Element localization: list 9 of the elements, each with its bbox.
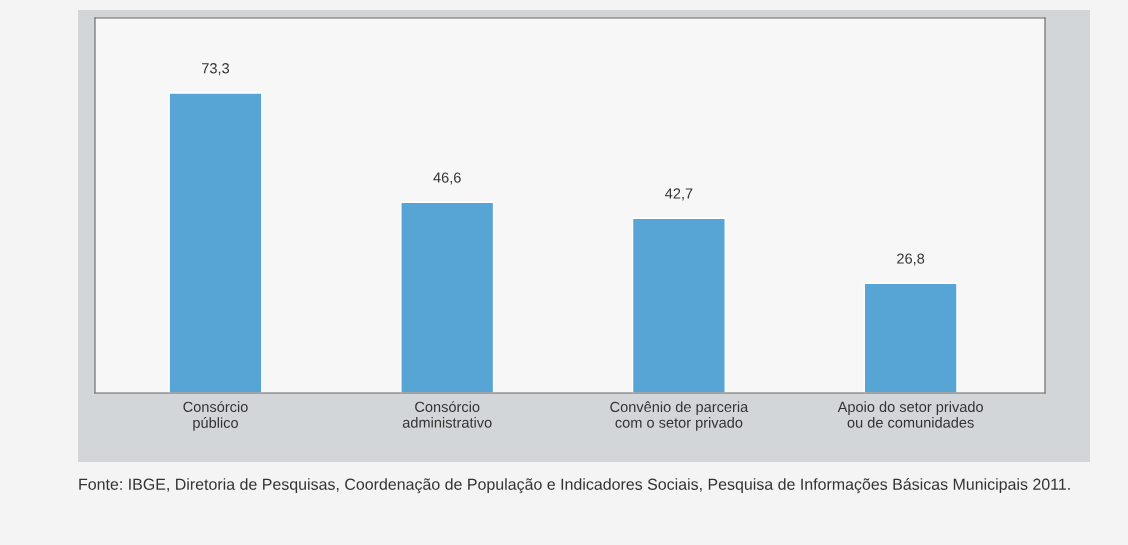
data-label: 46,6 [433,172,461,185]
data-label: 26,8 [897,253,925,266]
x-tick-label: Consórcio administrativo [402,401,492,428]
x-tick-label: Convênio de parceria com o setor privado [610,401,749,431]
x-tick-label: Apoio do setor privado ou de comunidades [837,401,983,428]
source-note: Fonte: IBGE, Diretoria de Pesquisas, Coordenação de População e Indicadores Sociais, Pesquisa de Informações Básicas Municipais 2011. [79,478,1070,494]
x-tick-label: Consórcio público [183,401,248,431]
data-label: 42,7 [665,188,693,201]
data-label: 73,3 [202,63,230,76]
